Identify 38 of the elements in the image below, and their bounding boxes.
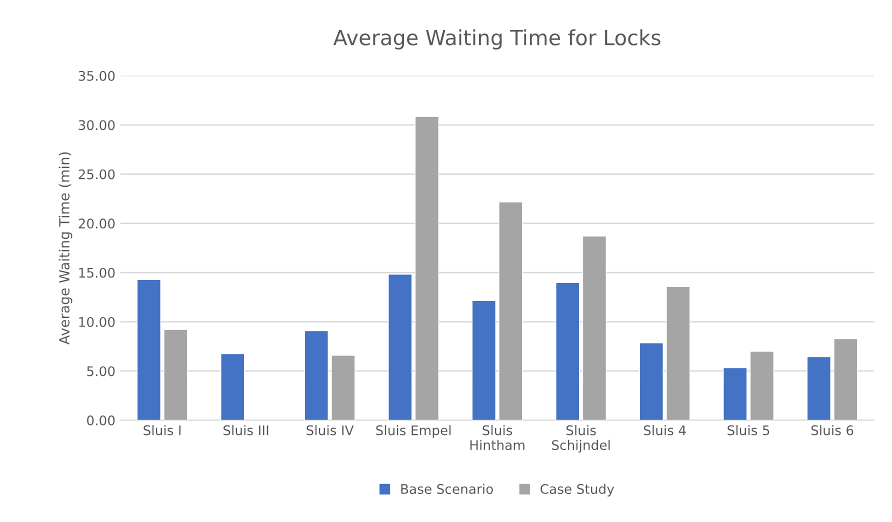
x-tick-label: Sluis 4 [644,425,686,436]
x-tick-label: Sluis III [224,425,268,436]
bar [220,353,245,420]
bar [472,300,496,420]
y-axis-title: Average Waiting Time (min) [58,152,72,345]
y-tick-label: 0.00 [87,415,115,426]
bar [414,116,440,420]
y-tick-label: 25.00 [78,169,115,180]
bar [164,329,188,420]
y-tick-label: 20.00 [78,218,115,229]
bar [834,338,858,420]
y-tick-label: 5.00 [87,366,115,376]
x-tick-label: Sluis 5 [728,425,770,436]
x-tick-label: Sluis Hintham [470,425,524,450]
x-tick-label: Sluis Empel [376,425,451,438]
chart-title: Average Waiting Time for Locks [333,29,660,50]
bar [498,202,523,420]
bar [582,236,607,420]
y-tick-label: 30.00 [78,120,115,130]
bar [639,342,664,420]
bar [136,279,161,420]
bar [304,330,328,420]
bar [666,286,690,420]
legend-label: Base Scenario [401,484,493,494]
legend-label: Case Study [540,484,614,497]
x-tick-label: Sluis Schijndel [552,425,610,453]
bar [388,274,412,420]
y-tick-label: 10.00 [79,316,115,327]
y-tick-label: 15.00 [79,268,115,278]
x-tick-label: Sluis 6 [811,425,854,436]
x-tick-label: Sluis IV [306,425,354,436]
bar [723,367,748,420]
x-tick-label: Sluis I [144,425,181,436]
bar [806,356,831,420]
bar [750,351,774,420]
bar [556,282,580,420]
y-tick-label: 35.00 [78,70,115,81]
bar [331,355,356,420]
